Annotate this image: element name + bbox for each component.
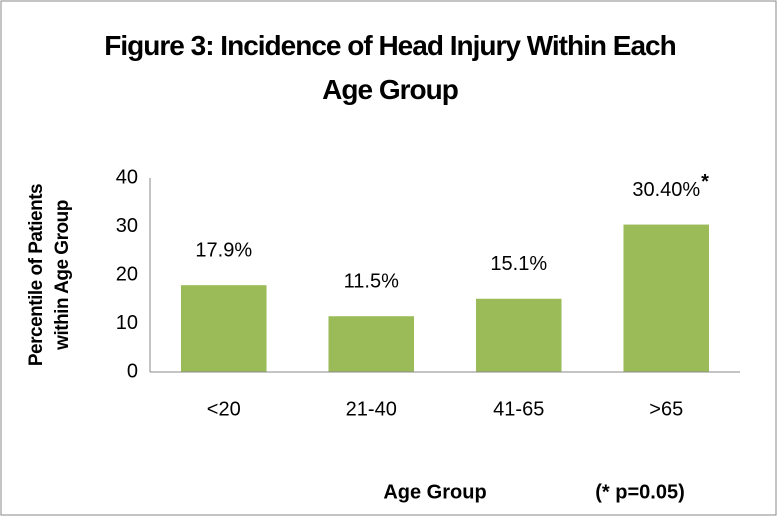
bar bbox=[180, 285, 267, 372]
bar bbox=[475, 298, 562, 372]
annotation: * bbox=[701, 171, 709, 193]
x-tick-label: >65 bbox=[649, 398, 683, 420]
data-label: 11.5% bbox=[344, 271, 399, 293]
y-tick-label: 10 bbox=[116, 312, 138, 334]
data-label: 30.40% bbox=[632, 179, 700, 201]
chart-title: Figure 3: Incidence of Head Injury Withi… bbox=[104, 30, 676, 105]
y-tick-label: 0 bbox=[127, 360, 138, 382]
data-label: 15.1% bbox=[490, 253, 547, 275]
bar bbox=[623, 224, 710, 372]
y-tick-label: 40 bbox=[116, 166, 138, 188]
x-tick-label: <20 bbox=[207, 398, 241, 420]
y-tick-label: 20 bbox=[116, 263, 138, 285]
bar bbox=[328, 316, 415, 372]
footnote: (* p=0.05) bbox=[595, 481, 684, 503]
x-axis-label: Age Group bbox=[383, 481, 486, 503]
x-tick-label: 21-40 bbox=[346, 398, 397, 420]
y-tick-label: 30 bbox=[116, 215, 138, 237]
x-tick-label: 41-65 bbox=[493, 398, 544, 420]
data-label: 17.9% bbox=[195, 239, 252, 261]
y-axis-label: Percentile of Patients within Age Group bbox=[26, 183, 73, 367]
